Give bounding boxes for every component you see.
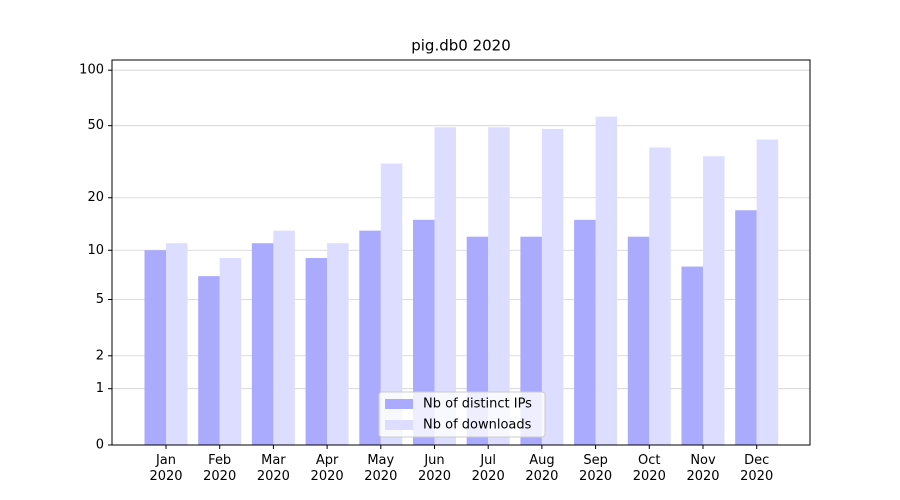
x-tick-label: May 2020 xyxy=(364,453,398,484)
x-tick-label: Aug 2020 xyxy=(525,453,559,484)
y-tick-label: 100 xyxy=(79,63,104,78)
bar xyxy=(434,127,456,445)
legend-swatch xyxy=(385,420,413,430)
x-tick-label: Apr 2020 xyxy=(310,453,344,484)
bar xyxy=(327,243,349,445)
y-tick-label: 10 xyxy=(87,243,104,258)
bar xyxy=(380,163,403,445)
bar xyxy=(627,236,650,445)
x-tick-label: Jul 2020 xyxy=(471,453,505,484)
bar xyxy=(273,230,295,445)
bar xyxy=(488,127,510,445)
legend-label: Nb of distinct IPs xyxy=(423,397,532,412)
bar xyxy=(219,257,242,445)
x-tick-label: Jun 2020 xyxy=(417,453,452,484)
legend-swatch xyxy=(385,399,413,409)
y-tick-label: 50 xyxy=(87,118,104,133)
bar xyxy=(681,266,703,445)
bar xyxy=(359,230,381,445)
legend-box xyxy=(378,391,546,438)
y-tick-label: 1 xyxy=(96,381,104,396)
x-tick-label: Jan 2020 xyxy=(149,453,183,484)
x-tick-label: Nov 2020 xyxy=(686,453,720,484)
bar xyxy=(198,276,220,445)
y-tick-label: 5 xyxy=(96,292,104,307)
chart-title: pig.db0 2020 xyxy=(411,37,511,55)
y-tick-label: 20 xyxy=(87,190,104,205)
bar xyxy=(703,156,725,445)
bar xyxy=(574,219,596,445)
bar xyxy=(413,219,435,445)
y-tick-label: 0 xyxy=(96,438,104,453)
x-tick-label: Dec 2020 xyxy=(740,453,774,484)
bar xyxy=(541,128,564,446)
bar xyxy=(649,147,671,445)
x-tick-label: Mar 2020 xyxy=(256,453,290,484)
bar xyxy=(144,250,166,445)
legend-label: Nb of downloads xyxy=(423,418,532,433)
bar xyxy=(756,139,779,445)
x-tick-label: Sep 2020 xyxy=(579,453,613,484)
bar xyxy=(166,243,188,445)
bar xyxy=(305,257,328,445)
y-tick-label: 2 xyxy=(96,348,104,363)
bar xyxy=(595,116,618,445)
plot-frame xyxy=(111,59,811,446)
x-tick-label: Feb 2020 xyxy=(203,453,237,484)
bar xyxy=(735,210,757,445)
x-tick-label: Oct 2020 xyxy=(632,453,666,484)
bar xyxy=(251,243,274,445)
